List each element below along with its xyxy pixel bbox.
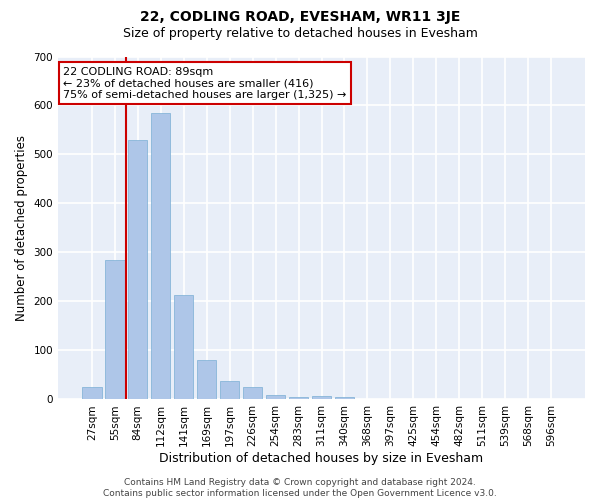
Bar (151, 113, 170, 400)
Bar (197, 360, 217, 400)
Bar (105, 260, 125, 400)
Text: Size of property relative to detached houses in Evesham: Size of property relative to detached ho… (122, 28, 478, 40)
Y-axis label: Number of detached properties: Number of detached properties (15, 135, 28, 321)
Bar (174, 295, 193, 400)
X-axis label: Distribution of detached houses by size in Evesham: Distribution of detached houses by size … (160, 452, 484, 465)
Bar (128, 140, 148, 400)
Bar (312, 396, 331, 400)
Bar (243, 387, 262, 400)
Bar (335, 397, 354, 400)
Bar (289, 397, 308, 400)
Bar (82, 387, 101, 400)
Text: 22, CODLING ROAD, EVESHAM, WR11 3JE: 22, CODLING ROAD, EVESHAM, WR11 3JE (140, 10, 460, 24)
Bar (266, 394, 286, 400)
Text: 22 CODLING ROAD: 89sqm
← 23% of detached houses are smaller (416)
75% of semi-de: 22 CODLING ROAD: 89sqm ← 23% of detached… (64, 67, 347, 100)
Bar (220, 382, 239, 400)
Text: Contains HM Land Registry data © Crown copyright and database right 2024.
Contai: Contains HM Land Registry data © Crown c… (103, 478, 497, 498)
